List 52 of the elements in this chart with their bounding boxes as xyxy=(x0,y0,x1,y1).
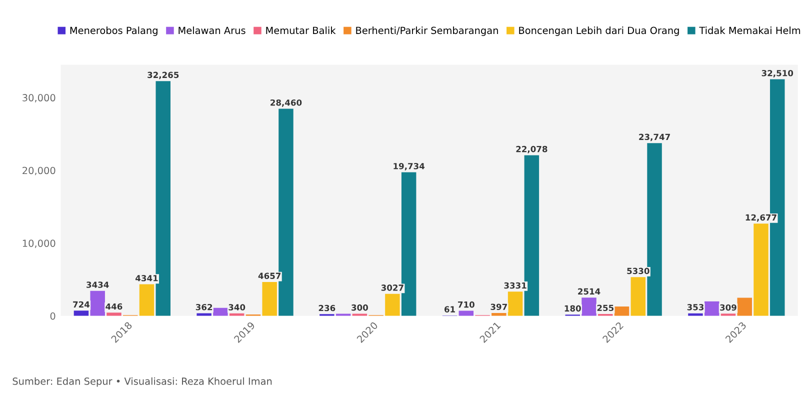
legend-label: Berhenti/Parkir Sembarangan xyxy=(356,26,498,36)
bar xyxy=(106,312,122,316)
text: Sumber: Edan Sepur • Visualisasi: Reza Khoerul Iman xyxy=(12,377,272,387)
data-label: 3027 xyxy=(381,284,404,291)
data-label: 32,265 xyxy=(148,72,179,80)
bar xyxy=(737,298,752,316)
bar xyxy=(630,277,646,316)
bar xyxy=(614,306,630,316)
legend-label: Boncengan Lebih dari Dua Orang xyxy=(519,26,679,36)
legend-label: Tidak Memakai Helm xyxy=(699,26,800,34)
bar xyxy=(74,310,89,316)
y-tick-label: 30,000 xyxy=(22,94,56,102)
data-label: 710 xyxy=(458,301,474,308)
data-label: 32,510 xyxy=(762,70,794,78)
bar xyxy=(385,294,400,316)
data-label: 5330 xyxy=(627,268,650,274)
data-label: 300 xyxy=(352,304,368,311)
data-label: 724 xyxy=(73,301,90,308)
bar xyxy=(704,301,720,316)
data-label: 2514 xyxy=(578,288,600,295)
data-label: 236 xyxy=(318,304,336,312)
data-label: 180 xyxy=(564,305,581,312)
y-tick-label: 0 xyxy=(50,312,56,320)
bar xyxy=(278,108,294,316)
bar xyxy=(139,284,154,316)
bar xyxy=(213,308,228,316)
data-label: 397 xyxy=(490,304,507,310)
data-label: 255 xyxy=(597,304,614,312)
data-label: 3331 xyxy=(504,282,526,289)
bar xyxy=(754,224,768,316)
data-label: 362 xyxy=(196,304,212,310)
data-label: 12,677 xyxy=(746,214,776,222)
bar xyxy=(508,292,523,316)
data-label: 340 xyxy=(228,304,246,310)
data-label: 3434 xyxy=(86,282,109,288)
data-label: 19,734 xyxy=(394,162,425,170)
data-label: 22,078 xyxy=(516,146,548,154)
y-tick-label: 20,000 xyxy=(22,166,56,176)
data-label: 353 xyxy=(687,304,704,310)
data-label: 28,460 xyxy=(270,99,302,107)
data-label: 61 xyxy=(444,306,455,312)
legend-label: Memutar Balik xyxy=(266,26,336,34)
data-label: 446 xyxy=(106,303,122,310)
data-label: 4657 xyxy=(258,272,281,279)
bar xyxy=(582,298,596,316)
bar xyxy=(262,282,277,316)
legend-label: Melawan Arus xyxy=(178,26,246,34)
data-label: 4341 xyxy=(136,275,158,282)
data-label: 309 xyxy=(720,304,736,311)
data-label: 23,747 xyxy=(639,134,670,142)
y-tick-label: 10,000 xyxy=(22,240,56,248)
legend-label: Menerobos Palang xyxy=(70,26,158,36)
